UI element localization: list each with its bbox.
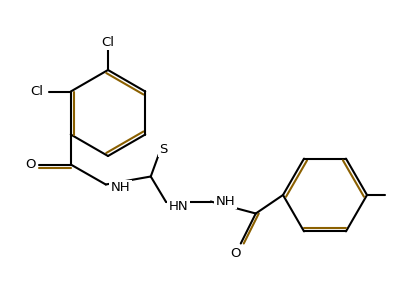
Text: NH: NH — [111, 181, 130, 194]
Text: O: O — [25, 158, 36, 171]
Text: Cl: Cl — [30, 85, 43, 98]
Text: HN: HN — [169, 200, 188, 213]
Text: O: O — [231, 247, 241, 260]
Text: NH: NH — [216, 195, 236, 208]
Text: Cl: Cl — [101, 35, 114, 48]
Text: S: S — [160, 143, 168, 156]
